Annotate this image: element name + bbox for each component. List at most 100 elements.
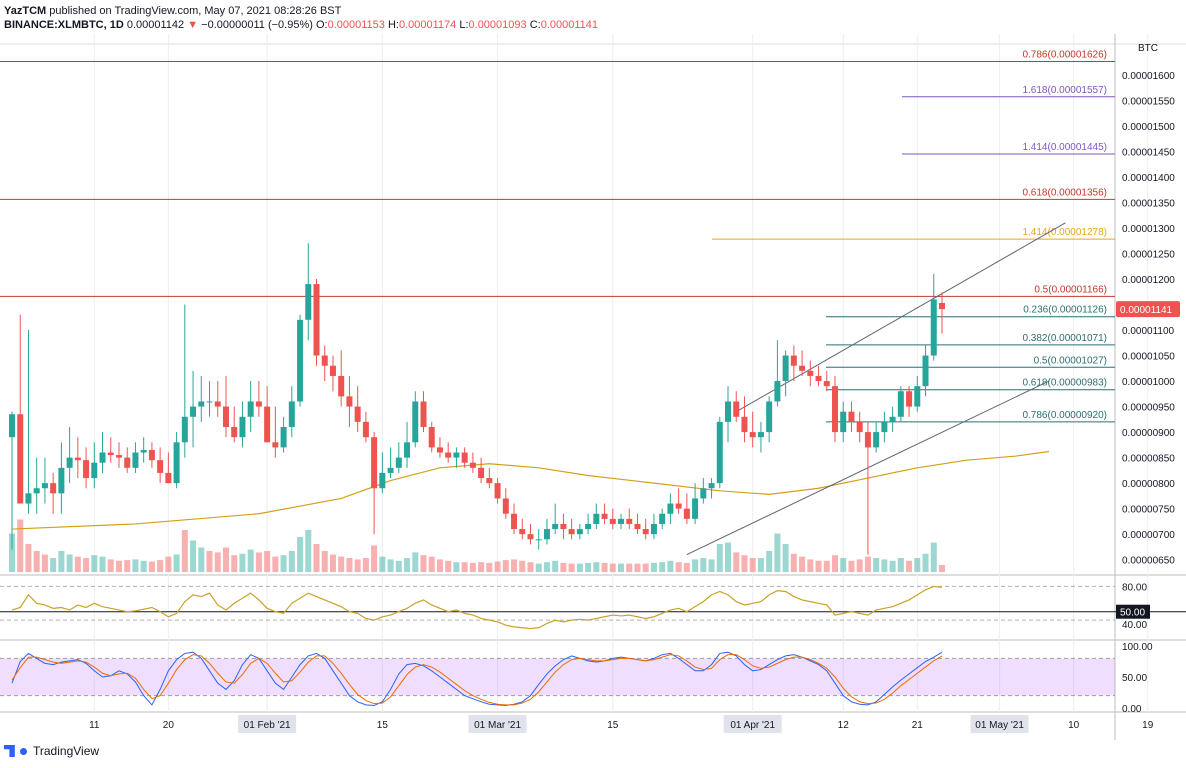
candle-body (766, 401, 773, 433)
volume-bar (609, 563, 616, 572)
volume-bar (469, 562, 476, 572)
candle-body (478, 467, 485, 479)
volume-bar (568, 563, 575, 572)
candle-body (930, 299, 937, 356)
candle-body (708, 483, 715, 489)
candle-body (132, 452, 139, 468)
y-tick-label: 0.00000800 (1122, 479, 1175, 490)
last-price: 0.00001142 (126, 19, 185, 31)
low-label: L: (459, 19, 469, 31)
volume-bar (436, 559, 443, 572)
volume-bar (17, 519, 24, 572)
y-tick-label: 0.00000900 (1122, 428, 1175, 439)
candle-body (774, 381, 781, 402)
fib-level-label: 1.414(0.00001445) (1022, 142, 1107, 153)
y-tick-label: 0.00000850 (1122, 454, 1175, 465)
volume-bar (420, 555, 427, 572)
x-tick-label: 20 (163, 720, 175, 731)
candle-body (17, 414, 24, 504)
volume-bar (552, 560, 559, 572)
published-text: published on TradingView.com, May 07, 20… (49, 5, 342, 17)
candle-body (889, 416, 896, 422)
candle-body (683, 508, 690, 519)
candle-body (609, 518, 616, 524)
volume-bar (667, 560, 674, 572)
candle-body (9, 414, 15, 438)
volume-bar (362, 558, 369, 572)
x-tick-label: 01 Mar '21 (474, 720, 521, 731)
x-tick-box (723, 715, 782, 733)
y-tick-label: 0.00001550 (1122, 96, 1175, 107)
y-tick-label: 0.00001000 (1122, 377, 1175, 388)
candle-body (733, 401, 740, 417)
volume-bar (864, 556, 871, 572)
candle-body (50, 483, 57, 494)
candle-body (823, 381, 830, 387)
fib-level-label: 0.5(0.00001166) (1034, 284, 1107, 295)
volume-bar (832, 555, 838, 572)
candle-body (700, 488, 707, 499)
volume-bar (774, 533, 781, 572)
author-name[interactable]: YazTCM (4, 5, 47, 17)
volume-bar (461, 562, 468, 572)
volume-bar (148, 561, 155, 572)
candle-body (790, 355, 797, 366)
volume-bar (659, 562, 666, 572)
volume-bar (741, 555, 748, 572)
volume-bar (25, 544, 32, 572)
change-arrow-icon: ▼ (187, 19, 199, 31)
volume-bar (626, 563, 633, 572)
volume-bar (938, 565, 945, 572)
y-tick-label: 0.00001600 (1122, 71, 1175, 82)
candle-body (354, 406, 361, 422)
rsi-badge-label: 50.00 (1120, 608, 1145, 619)
volume-bar (41, 554, 48, 572)
volume-bar (560, 562, 567, 572)
volume-bar (66, 554, 73, 572)
channel-line (735, 222, 1066, 413)
candle-body (914, 386, 921, 407)
stoch-d-line (11, 654, 943, 706)
candle-body (634, 523, 641, 530)
price-change: −0.00000011 (−0.95%) (201, 19, 313, 31)
tradingview-logo[interactable]: TradingView (4, 744, 99, 758)
volume-bar (683, 562, 690, 572)
candle-body (675, 503, 682, 509)
candle-body (906, 391, 913, 407)
symbol-label[interactable]: BINANCE:XLMBTC, 1D (4, 19, 124, 31)
y-tick-label: 0.00000700 (1122, 530, 1175, 541)
candle-body (239, 416, 246, 438)
candle-body (436, 447, 443, 453)
candle-body (938, 302, 945, 310)
y-tick-label: 0.00001050 (1122, 352, 1175, 363)
fib-level-label: 0.618(0.00001356) (1022, 187, 1107, 198)
y-tick-label: 0.00001250 (1122, 249, 1175, 260)
candle-body (222, 406, 229, 427)
candle-body (140, 449, 147, 453)
x-tick-label: 19 (1142, 720, 1154, 731)
volume-bar (634, 563, 641, 572)
x-tick-label: 21 (912, 720, 924, 731)
high-value: 0.00001174 (398, 19, 457, 31)
price-chart[interactable]: 0.786(0.00001626) 1.618(0.00001557) 1.414(… (0, 0, 1186, 740)
candle-body (461, 452, 468, 463)
volume-bar (165, 556, 172, 572)
close-value: 0.00001141 (540, 19, 599, 31)
candle-body (313, 284, 320, 356)
candle-body (173, 442, 180, 484)
volume-bar (181, 530, 188, 572)
volume-bar (675, 562, 682, 572)
candle-body (502, 498, 509, 514)
volume-bar (354, 559, 361, 572)
candle-body (321, 355, 328, 366)
volume-bar (412, 552, 419, 572)
candle-body (346, 396, 353, 407)
candle-body (124, 457, 131, 468)
volume-bar (140, 560, 147, 572)
candle-body (881, 421, 888, 433)
candle-body (667, 503, 674, 514)
candle-body (873, 432, 880, 448)
candle-body (165, 472, 172, 484)
volume-bar (906, 560, 913, 572)
candle-body (552, 523, 559, 530)
